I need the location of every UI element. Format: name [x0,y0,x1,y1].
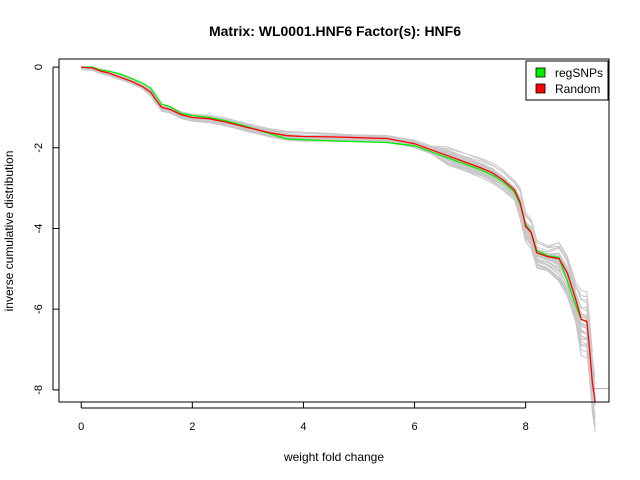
plot-frame [58,58,610,403]
random-sample-line [81,68,587,359]
series-lines [81,66,596,403]
random-sample-line [81,67,596,420]
x-axis-label: weight fold change [283,450,384,464]
y-tick-label: -2 [33,143,45,153]
series-line-random [81,66,596,403]
legend-swatch-random [535,83,546,94]
random-sample-line [81,67,591,349]
random-sample-line [81,66,596,377]
random-sample-line [81,66,582,323]
random-sample-line [81,66,593,399]
y-axis: 0 -2 -4 -6 -8 [33,64,59,395]
x-tick-label: 0 [78,421,84,433]
random-sample-line [81,67,596,399]
random-sample-line [81,67,596,417]
random-sample-line [81,67,577,315]
random-sample-line [81,66,596,405]
random-sample-line [81,69,596,425]
random-sample-line [81,68,582,329]
x-tick-label: 6 [411,421,417,433]
random-sample-line [81,67,587,341]
random-sample-line [81,68,596,433]
chart-title: Matrix: WL0001.HNF6 Factor(s): HNF6 [209,23,461,39]
x-tick-label: 4 [300,421,306,433]
y-tick-label: -6 [33,304,45,314]
random-sample-line [81,66,593,352]
random-sample-line [81,68,577,318]
legend-swatch-regsnps [535,67,546,78]
random-sample-line [81,66,596,399]
random-sample-line [81,66,587,335]
random-sample-line [81,66,587,329]
random-sample-line [81,67,577,321]
x-tick-label: 2 [189,421,195,433]
random-sample-line [81,66,582,329]
random-sample-line [81,66,596,385]
random-sample-line [81,66,593,366]
random-sample-line [81,66,596,392]
random-sample-line [81,66,596,405]
legend-label-regsnps: regSNPs [555,66,603,80]
y-axis-label: inverse cumulative distribution [2,151,16,312]
y-tick-label: -4 [33,224,45,234]
legend-label-random: Random [555,82,600,96]
random-sample-line [81,68,582,346]
random-sample-line [81,67,596,427]
random-sample-line [81,68,596,418]
random-samples [81,66,609,433]
legend-box [525,60,609,101]
random-sample-line [81,68,582,332]
random-sample-line [81,66,593,392]
x-tick-label: 8 [523,421,529,433]
random-sample-line [81,67,582,331]
random-sample-line [81,66,596,398]
random-sample-line [81,66,596,407]
y-tick-label: 0 [33,64,45,70]
x-axis: 0 2 4 6 8 [78,402,529,433]
random-sample-line [81,66,596,406]
random-sample-line [81,67,582,357]
legend: regSNPs Random [525,60,609,101]
random-sample-line [81,66,587,301]
y-tick-label: -8 [33,385,45,395]
random-sample-line [81,67,596,428]
